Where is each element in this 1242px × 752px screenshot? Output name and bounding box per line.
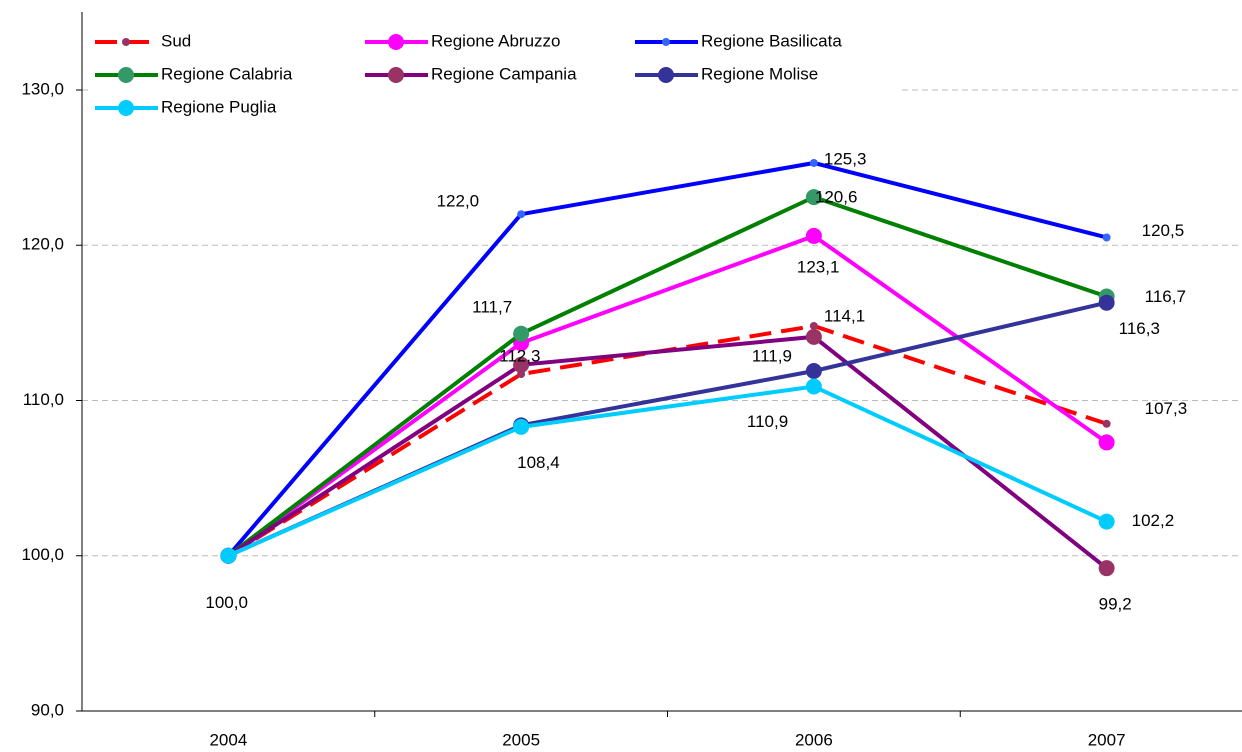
point [805, 363, 822, 380]
series-line [227, 334, 1108, 570]
legend-label: Regione Puglia [161, 97, 277, 116]
data-label: 116,3 [1119, 319, 1160, 338]
data-label: 108,4 [517, 453, 560, 472]
x-tick-label: 2006 [795, 730, 833, 749]
point [809, 158, 818, 167]
legend-marker [388, 34, 404, 50]
data-label: 114,1 [824, 306, 865, 325]
series-line [227, 384, 1108, 558]
data-label: 116,7 [1145, 287, 1186, 306]
series-line [227, 323, 1108, 558]
data-label: 107,3 [1145, 399, 1188, 418]
point [220, 547, 237, 564]
legend-marker [662, 38, 670, 46]
legend-marker [658, 67, 674, 83]
y-tick-label: 130,0 [21, 79, 64, 98]
data-label: 100,0 [205, 593, 248, 612]
data-label: 99,2 [1099, 595, 1132, 614]
y-tick-label: 110,0 [23, 390, 64, 409]
series-line [226, 160, 1108, 558]
point [809, 321, 818, 330]
legend-bg [90, 25, 900, 125]
legend-label: Regione Campania [431, 64, 577, 83]
y-tick-label: 90,0 [31, 700, 64, 719]
legend-label: Sud [161, 31, 191, 50]
legend-label: Regione Molise [701, 64, 818, 83]
point [1102, 419, 1111, 428]
point [805, 328, 822, 345]
point [513, 325, 530, 342]
series-line [227, 233, 1108, 558]
data-label: 111,9 [752, 346, 792, 365]
point [1098, 513, 1115, 530]
data-label: 120,5 [1142, 221, 1185, 240]
legend-label: Regione Abruzzo [431, 31, 560, 50]
y-tick-label: 120,0 [21, 235, 64, 254]
legend-label: Regione Calabria [161, 64, 293, 83]
point [1102, 233, 1111, 242]
legend: Sud Regione Abruzzo Regione Basilicata Regi… [90, 25, 900, 125]
point [1098, 560, 1115, 577]
data-label: 125,3 [824, 149, 867, 168]
legend-marker [122, 38, 130, 46]
x-tick-label: 2004 [209, 730, 247, 749]
data-label: 122,0 [437, 192, 480, 211]
point [1098, 294, 1115, 311]
legend-label: Regione Basilicata [701, 31, 842, 50]
data-label: 112,3 [499, 346, 540, 365]
data-label: 120,6 [815, 187, 858, 206]
y-tick-label: 100,0 [21, 545, 64, 564]
point [805, 189, 822, 206]
data-label: 102,2 [1132, 511, 1175, 530]
x-tick-label: 2005 [502, 730, 540, 749]
legend-marker [118, 67, 134, 83]
x-tick-label: 2007 [1088, 730, 1126, 749]
point [513, 418, 530, 435]
point [1098, 434, 1115, 451]
point [805, 378, 822, 395]
point [513, 356, 530, 373]
series-line [227, 300, 1108, 558]
data-label: 110,9 [747, 412, 788, 431]
data-label: 111,7 [472, 298, 512, 317]
point [517, 210, 526, 219]
legend-marker [118, 100, 134, 116]
data-label: 123,1 [797, 258, 840, 277]
series-line [227, 194, 1108, 558]
legend-marker [388, 67, 404, 83]
point [805, 227, 822, 244]
